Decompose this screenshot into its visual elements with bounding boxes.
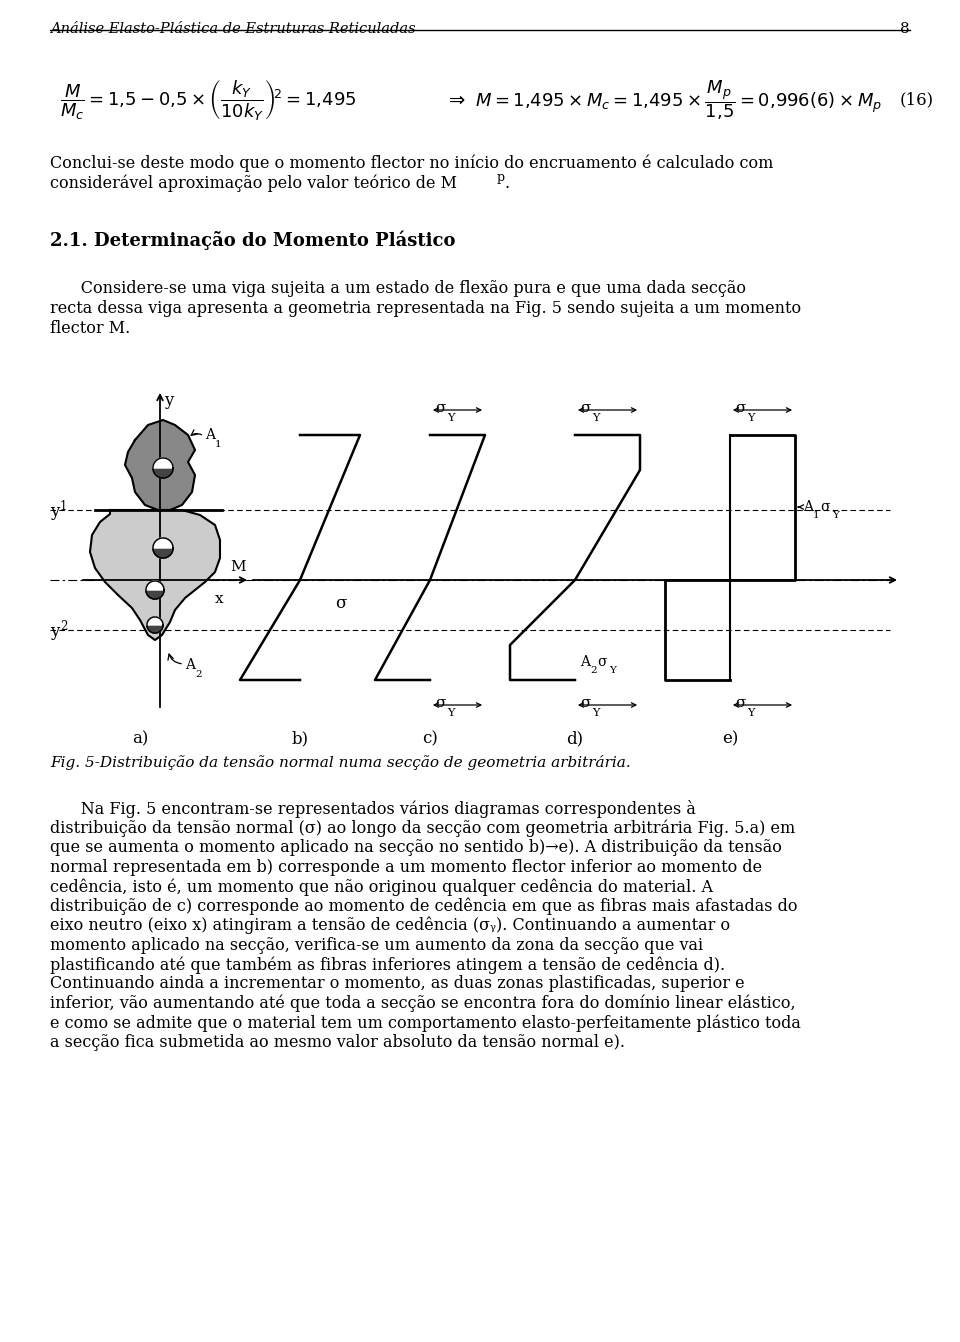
Polygon shape <box>146 581 164 590</box>
Text: σ: σ <box>820 501 829 514</box>
Text: A: A <box>205 428 215 442</box>
Text: Y: Y <box>832 511 839 519</box>
Circle shape <box>153 538 173 558</box>
Text: c): c) <box>422 730 438 747</box>
Text: 1: 1 <box>813 511 820 519</box>
Circle shape <box>146 581 164 599</box>
Text: d): d) <box>566 730 584 747</box>
Text: e): e) <box>722 730 738 747</box>
Text: p: p <box>497 170 505 184</box>
Polygon shape <box>146 590 164 599</box>
Polygon shape <box>125 420 195 510</box>
Text: Y: Y <box>592 413 599 423</box>
Text: distribuição de c) corresponde ao momento de cedência em que as fibras mais afas: distribuição de c) corresponde ao moment… <box>50 898 798 915</box>
Circle shape <box>147 617 163 633</box>
Text: x: x <box>215 592 224 607</box>
Text: plastificando até que também as fibras inferiores atingem a tensão de cedência d: plastificando até que também as fibras i… <box>50 956 725 973</box>
Text: b): b) <box>292 730 308 747</box>
Text: e como se admite que o material tem um comportamento elasto-perfeitamente plásti: e como se admite que o material tem um c… <box>50 1015 801 1032</box>
Text: considerável aproximação pelo valor teórico de M: considerável aproximação pelo valor teór… <box>50 174 457 192</box>
Text: Fig. 5-Distribuição da tensão normal numa secção de geometria arbitrária.: Fig. 5-Distribuição da tensão normal num… <box>50 756 631 770</box>
Text: .: . <box>505 174 510 192</box>
Text: A: A <box>185 658 195 672</box>
Text: que se aumenta o momento aplicado na secção no sentido b)→e). A distribuição da : que se aumenta o momento aplicado na sec… <box>50 839 781 856</box>
Polygon shape <box>153 458 173 468</box>
Polygon shape <box>90 510 220 640</box>
Text: σ: σ <box>735 401 745 415</box>
Text: $M = 1{,}495\times M_c = 1{,}495\times\dfrac{M_p}{1{,}5} = 0{,}996(6)\times M_p$: $M = 1{,}495\times M_c = 1{,}495\times\d… <box>475 78 882 122</box>
Text: (16): (16) <box>900 91 934 109</box>
Polygon shape <box>153 468 173 478</box>
Text: σ: σ <box>435 401 445 415</box>
Text: recta dessa viga apresenta a geometria representada na Fig. 5 sendo sujeita a um: recta dessa viga apresenta a geometria r… <box>50 301 802 317</box>
Text: 2: 2 <box>590 666 596 675</box>
Text: normal representada em b) corresponde a um momento flector inferior ao momento d: normal representada em b) corresponde a … <box>50 859 762 875</box>
Text: a): a) <box>132 730 148 747</box>
Polygon shape <box>153 538 173 548</box>
Text: a secção fica submetida ao mesmo valor absoluto da tensão normal e).: a secção fica submetida ao mesmo valor a… <box>50 1033 625 1051</box>
Polygon shape <box>147 625 163 633</box>
Text: y: y <box>164 392 174 409</box>
Text: $\dfrac{M}{M_c} = 1{,}5 - 0{,}5\times\left(\dfrac{k_Y}{10k_Y}\right)^{\!2} = 1{,: $\dfrac{M}{M_c} = 1{,}5 - 0{,}5\times\le… <box>60 78 356 122</box>
Text: momento aplicado na secção, verifica-se um aumento da zona da secção que vai: momento aplicado na secção, verifica-se … <box>50 937 703 954</box>
Text: Y: Y <box>747 413 755 423</box>
Text: inferior, vão aumentando até que toda a secção se encontra fora do domínio linea: inferior, vão aumentando até que toda a … <box>50 994 796 1012</box>
Text: distribuição da tensão normal (σ) ao longo da secção com geometria arbitrária Fi: distribuição da tensão normal (σ) ao lon… <box>50 820 795 837</box>
Text: σ: σ <box>580 696 590 710</box>
Text: σ: σ <box>580 401 590 415</box>
Text: Y: Y <box>747 709 755 718</box>
Text: 2: 2 <box>60 620 67 633</box>
Text: y: y <box>50 624 60 640</box>
Text: Y: Y <box>609 666 616 675</box>
Text: Y: Y <box>592 709 599 718</box>
Text: cedência, isto é, um momento que não originou qualquer cedência do material. A: cedência, isto é, um momento que não ori… <box>50 878 713 895</box>
Text: eixo neutro (eixo x) atingiram a tensão de cedência (σᵧ). Continuando a aumentar: eixo neutro (eixo x) atingiram a tensão … <box>50 917 731 934</box>
Text: $\Rightarrow$: $\Rightarrow$ <box>445 91 467 109</box>
Text: σ: σ <box>597 655 607 670</box>
Text: A: A <box>803 501 813 514</box>
Polygon shape <box>147 617 163 625</box>
Text: M: M <box>230 560 246 574</box>
Text: σ: σ <box>735 696 745 710</box>
Text: Continuando ainda a incrementar o momento, as duas zonas plastificadas, superior: Continuando ainda a incrementar o moment… <box>50 976 745 993</box>
Text: 1: 1 <box>60 501 67 514</box>
Text: Y: Y <box>447 709 454 718</box>
Text: 8: 8 <box>900 21 910 36</box>
Text: flector M.: flector M. <box>50 319 131 337</box>
Text: y: y <box>50 503 60 521</box>
Text: Análise Elasto-Plástica de Estruturas Reticuladas: Análise Elasto-Plástica de Estruturas Re… <box>50 21 416 36</box>
Text: Considere-se uma viga sujeita a um estado de flexão pura e que uma dada secção: Considere-se uma viga sujeita a um estad… <box>50 280 746 297</box>
Text: σ: σ <box>435 696 445 710</box>
Text: 1: 1 <box>215 440 222 450</box>
Text: Y: Y <box>447 413 454 423</box>
Text: 2.1. Determinação do Momento Plástico: 2.1. Determinação do Momento Plástico <box>50 229 455 250</box>
Text: 2: 2 <box>195 670 202 679</box>
Polygon shape <box>153 548 173 558</box>
Text: Na Fig. 5 encontram-se representados vários diagramas correspondentes à: Na Fig. 5 encontram-se representados vár… <box>50 800 696 819</box>
Text: Conclui-se deste modo que o momento flector no início do encruamento é calculado: Conclui-se deste modo que o momento flec… <box>50 154 774 173</box>
Text: σ: σ <box>335 595 347 612</box>
Circle shape <box>153 458 173 478</box>
Text: A: A <box>580 655 590 670</box>
